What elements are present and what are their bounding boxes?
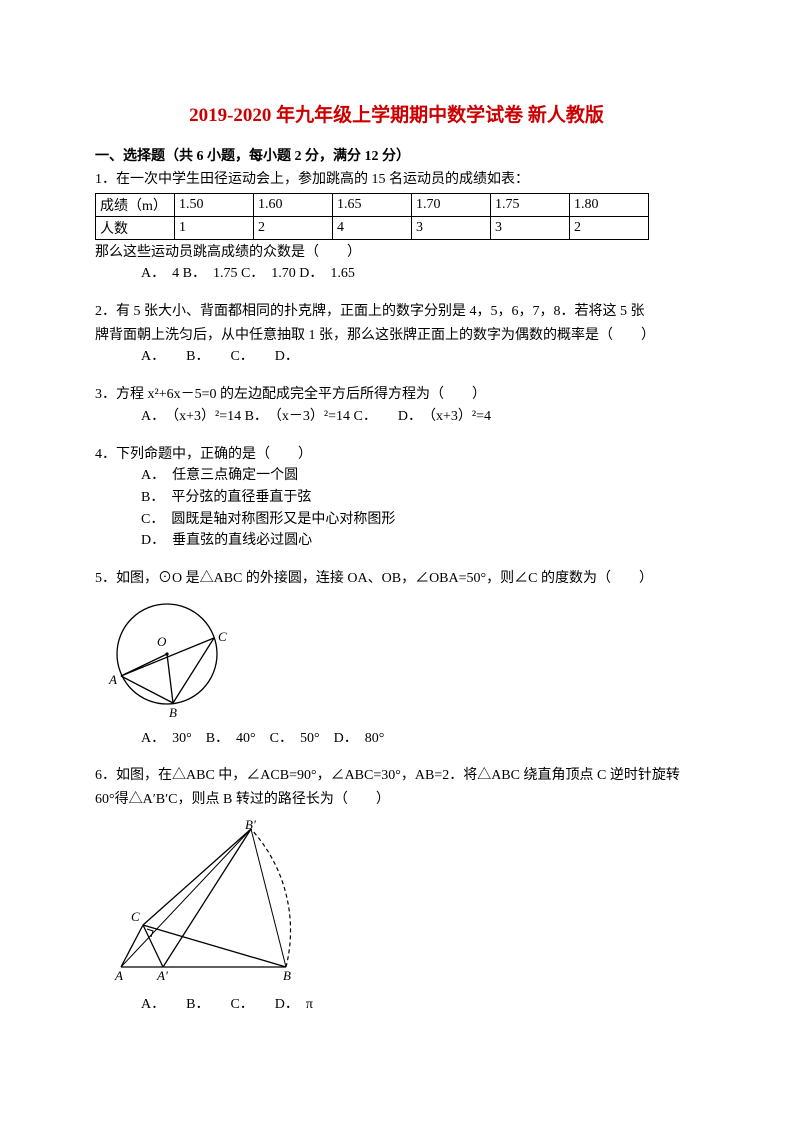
table-cell: 1.60 bbox=[254, 193, 333, 216]
label-A: A bbox=[114, 968, 123, 983]
section-header: 一、选择题（共 6 小题，每小题 2 分，满分 12 分） bbox=[95, 145, 698, 165]
table-row: 成绩（m） 1.50 1.60 1.65 1.70 1.75 1.80 bbox=[96, 193, 649, 216]
table-cell: 1.80 bbox=[570, 193, 649, 216]
q1-table: 成绩（m） 1.50 1.60 1.65 1.70 1.75 1.80 人数 1… bbox=[95, 193, 649, 240]
q2-line2: 牌背面朝上洗匀后，从中任意抽取 1 张，那么这张牌正面上的数字为偶数的概率是（ … bbox=[95, 325, 698, 347]
q4-option-d: D． 垂直弦的直线必过圆心 bbox=[127, 530, 698, 552]
q4-option-a: A． 任意三点确定一个圆 bbox=[127, 465, 698, 487]
label-A: A bbox=[108, 672, 117, 687]
table-cell: 1.65 bbox=[333, 193, 412, 216]
q5-options: A． 30° B． 40° C． 50° D． 80° bbox=[127, 728, 698, 750]
label-B: B bbox=[169, 705, 177, 720]
table-cell: 3 bbox=[491, 216, 570, 239]
q6-options: A． B． C． D． π bbox=[127, 994, 698, 1016]
table-cell: 人数 bbox=[96, 216, 175, 239]
label-Ap: A' bbox=[156, 968, 168, 983]
label-O: O bbox=[157, 634, 167, 649]
table-cell: 成绩（m） bbox=[96, 193, 175, 216]
table-cell: 3 bbox=[412, 216, 491, 239]
page-title: 2019-2020 年九年级上学期期中数学试卷 新人教版 bbox=[95, 100, 698, 127]
table-cell: 1.70 bbox=[412, 193, 491, 216]
q4-option-c: C． 圆既是轴对称图形又是中心对称图形 bbox=[127, 509, 698, 531]
table-row: 人数 1 2 4 3 3 2 bbox=[96, 216, 649, 239]
rotation-diagram-icon: A A' B C B' bbox=[101, 817, 351, 987]
table-cell: 2 bbox=[570, 216, 649, 239]
table-cell: 1 bbox=[175, 216, 254, 239]
q6-line2: 60°得△A′B′C，则点 B 转过的路径长为（ ） bbox=[95, 789, 698, 811]
exam-page: 2019-2020 年九年级上学期期中数学试卷 新人教版 一、选择题（共 6 小… bbox=[0, 0, 793, 1075]
q3-stem: 3．方程 x²+6x－5=0 的左边配成完全平方后所得方程为（ ） bbox=[95, 384, 698, 406]
q6-figure: A A' B C B' bbox=[101, 817, 698, 992]
q4-option-b: B． 平分弦的直径垂直于弦 bbox=[127, 487, 698, 509]
q6-line1: 6．如图，在△ABC 中，∠ACB=90°，∠ABC=30°，AB=2．将△AB… bbox=[95, 765, 698, 787]
table-cell: 4 bbox=[333, 216, 412, 239]
q3-options: A． （x+3）²=14 B． （x－3）²=14 C． D． （x+3）²=4 bbox=[127, 406, 698, 428]
q5-stem: 5．如图，⊙O 是△ABC 的外接圆，连接 OA、OB，∠OBA=50°，则∠C… bbox=[95, 568, 698, 590]
q4-stem: 4．下列命题中，正确的是（ ） bbox=[95, 444, 698, 466]
q1-options: A． 4 B． 1.75 C． 1.70 D． 1.65 bbox=[127, 263, 698, 285]
q2-line1: 2．有 5 张大小、背面都相同的扑克牌，正面上的数字分别是 4，5，6，7，8．… bbox=[95, 301, 698, 323]
q1-tail: 那么这些运动员跳高成绩的众数是（ ） bbox=[95, 242, 698, 264]
table-cell: 2 bbox=[254, 216, 333, 239]
q2-options: A． B． C． D． bbox=[127, 346, 698, 368]
label-C: C bbox=[218, 629, 227, 644]
table-cell: 1.75 bbox=[491, 193, 570, 216]
q1-stem: 1．在一次中学生田径运动会上，参加跳高的 15 名运动员的成绩如表： bbox=[95, 169, 698, 191]
label-B: B bbox=[283, 968, 291, 983]
circle-diagram-icon: O A B C bbox=[101, 596, 241, 721]
table-cell: 1.50 bbox=[175, 193, 254, 216]
q5-figure: O A B C bbox=[101, 596, 698, 726]
label-C: C bbox=[131, 909, 140, 924]
label-Bp: B' bbox=[245, 817, 256, 832]
